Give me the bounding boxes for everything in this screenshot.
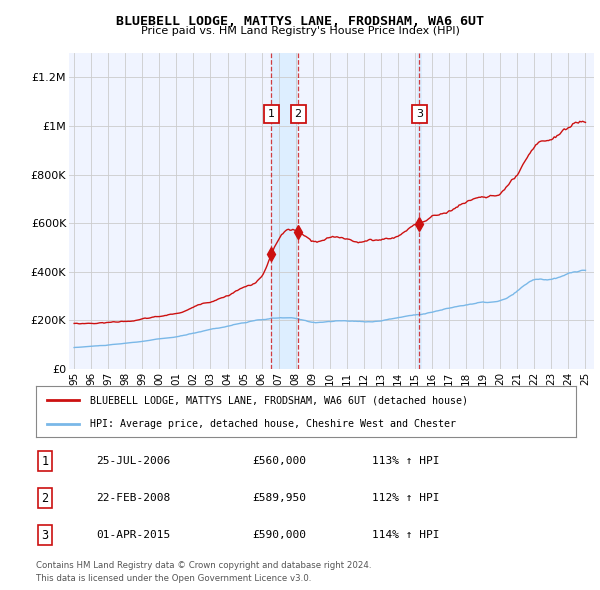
- Text: £560,000: £560,000: [252, 456, 306, 466]
- Text: 3: 3: [416, 109, 423, 119]
- Text: £590,000: £590,000: [252, 530, 306, 540]
- Text: 2: 2: [295, 109, 302, 119]
- Text: 01-APR-2015: 01-APR-2015: [96, 530, 170, 540]
- Text: £589,950: £589,950: [252, 493, 306, 503]
- Text: 2: 2: [41, 491, 49, 505]
- Text: Contains HM Land Registry data © Crown copyright and database right 2024.: Contains HM Land Registry data © Crown c…: [36, 562, 371, 571]
- Bar: [417, 53, 422, 369]
- Text: 1: 1: [41, 454, 49, 468]
- Text: BLUEBELL LODGE, MATTYS LANE, FRODSHAM, WA6 6UT (detached house): BLUEBELL LODGE, MATTYS LANE, FRODSHAM, W…: [90, 395, 468, 405]
- Text: 22-FEB-2008: 22-FEB-2008: [96, 493, 170, 503]
- Text: 1: 1: [268, 109, 275, 119]
- Text: 113% ↑ HPI: 113% ↑ HPI: [372, 456, 439, 466]
- Text: 112% ↑ HPI: 112% ↑ HPI: [372, 493, 439, 503]
- Text: HPI: Average price, detached house, Cheshire West and Chester: HPI: Average price, detached house, Ches…: [90, 419, 456, 429]
- Text: 25-JUL-2006: 25-JUL-2006: [96, 456, 170, 466]
- Text: 114% ↑ HPI: 114% ↑ HPI: [372, 530, 439, 540]
- Text: BLUEBELL LODGE, MATTYS LANE, FRODSHAM, WA6 6UT: BLUEBELL LODGE, MATTYS LANE, FRODSHAM, W…: [116, 15, 484, 28]
- Bar: [271, 53, 298, 369]
- Text: Price paid vs. HM Land Registry's House Price Index (HPI): Price paid vs. HM Land Registry's House …: [140, 26, 460, 36]
- Text: This data is licensed under the Open Government Licence v3.0.: This data is licensed under the Open Gov…: [36, 575, 311, 584]
- Text: 3: 3: [41, 529, 49, 542]
